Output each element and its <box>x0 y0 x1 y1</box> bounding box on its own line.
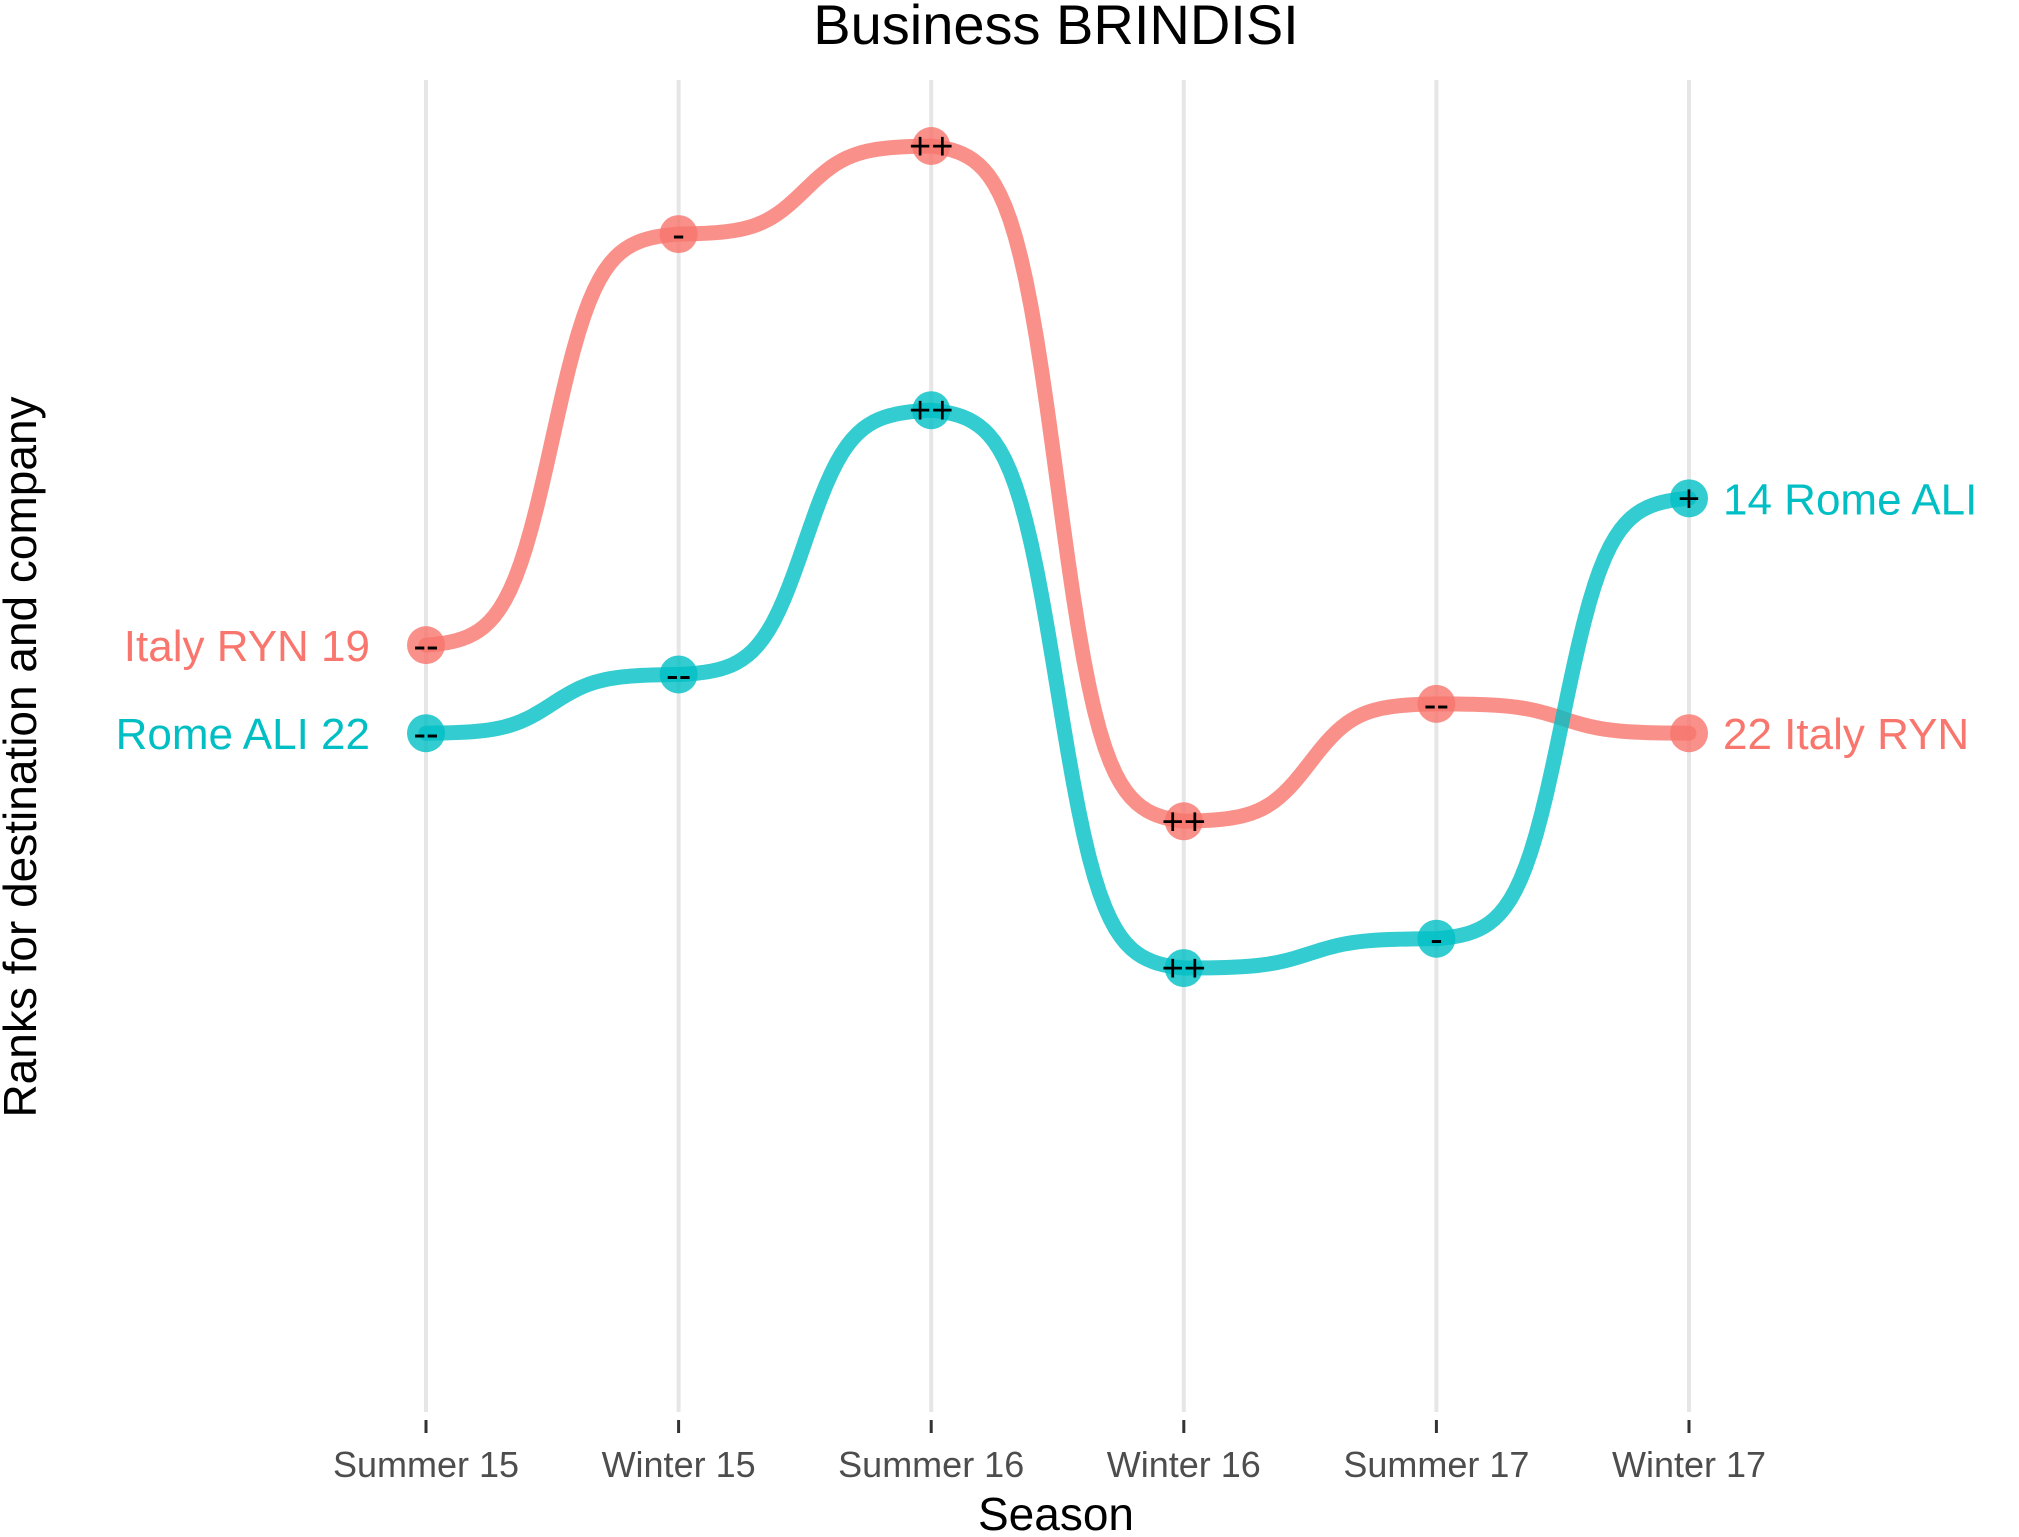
end-label-rome-ali: 14 Rome ALI <box>1723 475 1977 524</box>
point-italy-ryn-winter-17 <box>1670 714 1708 753</box>
point-mark-italy-ryn-summer-15: -- <box>413 625 438 667</box>
point-rome-ali-winter-16 <box>1164 949 1203 988</box>
series-points <box>407 127 1708 988</box>
x-tick-label-summer-17: Summer 17 <box>1343 1444 1529 1485</box>
series-line-rome-ali <box>418 402 1697 976</box>
point-labels: ---++++------++++-+ <box>413 126 1700 990</box>
point-italy-ryn-summer-16 <box>912 127 951 165</box>
x-axis-title: Season <box>978 1488 1134 1537</box>
point-mark-rome-ali-summer-17: - <box>1430 919 1443 961</box>
point-mark-rome-ali-summer-16: ++ <box>909 390 953 432</box>
point-mark-italy-ryn-winter-16: ++ <box>1162 801 1206 843</box>
point-mark-rome-ali-winter-17: + <box>1678 478 1700 520</box>
x-tick-label-winter-15: Winter 15 <box>602 1444 756 1485</box>
start-label-rome-ali: Rome ALI 22 <box>116 710 370 759</box>
point-mark-italy-ryn-winter-15: - <box>672 214 685 256</box>
point-mark-rome-ali-winter-16: ++ <box>1162 948 1206 990</box>
chart-title: Business BRINDISI <box>813 0 1299 56</box>
point-rome-ali-winter-15 <box>659 655 698 694</box>
start-label-italy-ryn: Italy RYN 19 <box>124 622 370 671</box>
end-label-italy-ryn: 22 Italy RYN <box>1723 710 1969 759</box>
point-rome-ali-summer-16 <box>912 391 951 430</box>
point-mark-rome-ali-winter-15: -- <box>666 654 691 696</box>
point-italy-ryn-winter-15 <box>659 215 698 254</box>
x-tick-label-winter-17: Winter 17 <box>1612 1444 1766 1485</box>
x-tick-label-summer-15: Summer 15 <box>333 1444 519 1485</box>
point-rome-ali-summer-17 <box>1417 919 1456 958</box>
point-italy-ryn-summer-17 <box>1417 684 1456 723</box>
x-axis-ticks: Summer 15 Winter 15 Summer 16 Winter 16 Summ… <box>333 1420 1766 1485</box>
x-tick-label-winter-16: Winter 16 <box>1107 1444 1261 1485</box>
end-labels: Italy RYN 19 22 Italy RYN Rome ALI 22 14 Ro… <box>116 475 1978 759</box>
point-mark-italy-ryn-summer-16: ++ <box>909 126 953 168</box>
series-lines <box>418 138 1697 976</box>
point-italy-ryn-summer-15 <box>407 626 445 665</box>
series-line-italy-ryn <box>418 138 1697 829</box>
x-tick-label-summer-16: Summer 16 <box>838 1444 1024 1485</box>
point-mark-italy-ryn-summer-17: -- <box>1424 684 1449 726</box>
point-mark-rome-ali-summer-15: -- <box>413 713 438 755</box>
point-rome-ali-summer-15 <box>407 714 445 753</box>
grid-lines <box>424 80 1691 1412</box>
y-axis-title: Ranks for destination and company <box>0 396 46 1117</box>
point-italy-ryn-winter-16 <box>1164 802 1203 841</box>
point-rome-ali-winter-17 <box>1670 479 1708 518</box>
